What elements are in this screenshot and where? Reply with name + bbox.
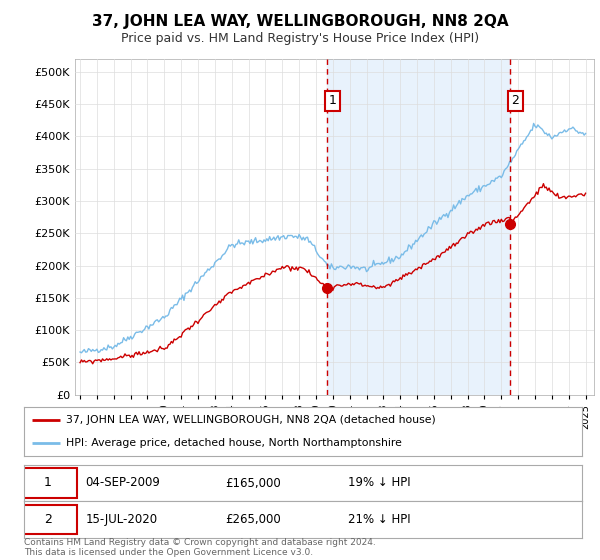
Text: 21% ↓ HPI: 21% ↓ HPI [347,513,410,526]
Text: 19% ↓ HPI: 19% ↓ HPI [347,477,410,489]
Text: HPI: Average price, detached house, North Northamptonshire: HPI: Average price, detached house, Nort… [66,438,402,448]
FancyBboxPatch shape [19,468,77,498]
FancyBboxPatch shape [19,505,77,534]
Text: £265,000: £265,000 [225,513,281,526]
Text: £165,000: £165,000 [225,477,281,489]
Text: 37, JOHN LEA WAY, WELLINGBOROUGH, NN8 2QA (detached house): 37, JOHN LEA WAY, WELLINGBOROUGH, NN8 2Q… [66,416,436,426]
Text: 37, JOHN LEA WAY, WELLINGBOROUGH, NN8 2QA: 37, JOHN LEA WAY, WELLINGBOROUGH, NN8 2Q… [92,14,508,29]
Bar [327,59,511,395]
Text: 1: 1 [328,94,336,108]
Text: 15-JUL-2020: 15-JUL-2020 [85,513,158,526]
Text: 2: 2 [512,94,520,108]
Text: 04-SEP-2009: 04-SEP-2009 [85,477,160,489]
Text: 2: 2 [44,513,52,526]
Text: Contains HM Land Registry data © Crown copyright and database right 2024.
This d: Contains HM Land Registry data © Crown c… [24,538,376,557]
Text: Price paid vs. HM Land Registry's House Price Index (HPI): Price paid vs. HM Land Registry's House … [121,32,479,45]
Text: 1: 1 [44,477,52,489]
